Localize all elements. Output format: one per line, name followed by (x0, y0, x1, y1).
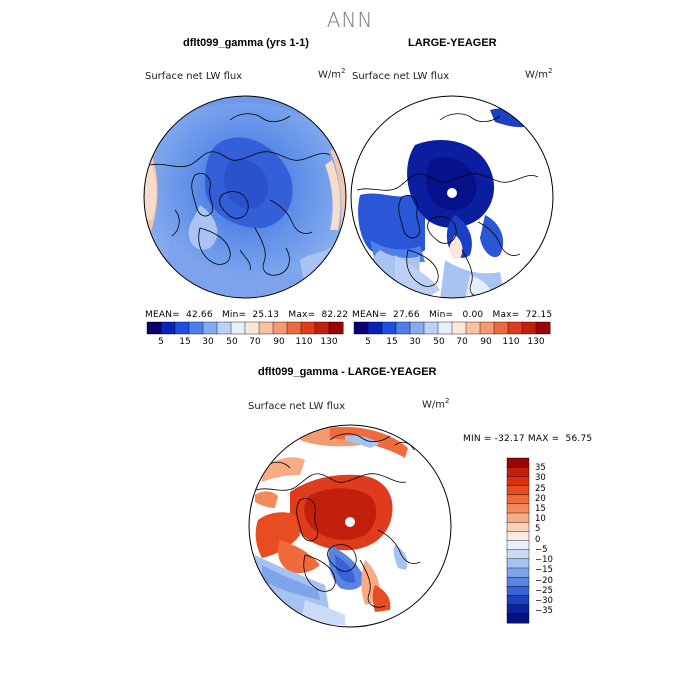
panel3-cb-tick: −10 (535, 555, 553, 565)
panel1-cb-tick: 90 (273, 337, 285, 347)
panel3-cb-tick: 15 (535, 504, 546, 514)
panel2-cb-tick: 70 (456, 337, 468, 347)
panel3-coastlines (255, 433, 421, 608)
panel3-cb-tick: 10 (535, 514, 546, 524)
panel1-colorbar (146, 321, 344, 335)
panel2-cb-tick: 110 (502, 337, 520, 347)
panel3-cb-tick: 20 (535, 494, 546, 504)
colorbar-swatch (506, 476, 530, 487)
colorbar-swatch (328, 321, 344, 335)
panel3-cb-tick: 5 (535, 524, 541, 534)
colorbar-swatch (506, 540, 530, 551)
panel2-cb-tick: 90 (480, 337, 492, 347)
panel2-cb-tick: 130 (527, 337, 545, 347)
panel3-cb-tick: 35 (535, 463, 546, 473)
colorbar-swatch (506, 613, 530, 624)
colorbar-swatch (506, 558, 530, 569)
colorbar-swatch (506, 586, 530, 597)
panel3-cb-tick: 30 (535, 473, 546, 483)
panel1-cb-tick: 130 (320, 337, 338, 347)
panel1-cb-tick: 30 (202, 337, 214, 347)
colorbar-swatch (506, 604, 530, 615)
panel3-cb-tick: 25 (535, 484, 546, 494)
colorbar-swatch (506, 494, 530, 505)
panel3-colorbar (506, 457, 530, 624)
panel1-units: W/m2 (318, 67, 346, 81)
panel2-units: W/m2 (525, 67, 553, 81)
panel1-variable: Surface net LW flux (145, 71, 243, 82)
panel2-colorbar (353, 321, 551, 335)
panel2-cb-tick: 50 (433, 337, 445, 347)
figure-title: ANN (326, 8, 374, 32)
panel2-cb-tick: 5 (365, 337, 371, 347)
colorbar-swatch (506, 521, 530, 532)
panel3-variable: Surface net LW flux (248, 401, 346, 412)
panel3-units: W/m2 (422, 397, 450, 411)
panel3-cb-tick: −15 (535, 565, 553, 575)
panel3-field (249, 425, 451, 627)
colorbar-swatch (506, 549, 530, 560)
colorbar-swatch (506, 457, 530, 468)
panel1-cb-tick: 70 (249, 337, 261, 347)
panel1-stats: MEAN= 42.66 Min= 25.13 Max= 82.22 (145, 310, 349, 320)
colorbar-swatch (506, 466, 530, 477)
panel2-variable: Surface net LW flux (352, 71, 450, 82)
panel1-cb-tick: 110 (295, 337, 313, 347)
colorbar-swatch (506, 595, 530, 606)
panel1-title: dflt099_gamma (yrs 1-1) (183, 37, 309, 49)
panel2-title: LARGE-YEAGER (408, 37, 497, 49)
panel3-cb-tick: −5 (535, 545, 548, 555)
colorbar-swatch (506, 576, 530, 587)
colorbar-swatch (506, 503, 530, 514)
panel3-cb-tick: −20 (535, 576, 553, 586)
panel1-cb-tick: 15 (179, 337, 191, 347)
panel2-cb-tick: 15 (386, 337, 398, 347)
panel1-cb-tick: 5 (158, 337, 164, 347)
colorbar-swatch (506, 485, 530, 496)
colorbar-swatch (535, 321, 551, 335)
colorbar-swatch (506, 531, 530, 542)
colorbar-swatch (506, 567, 530, 578)
panel3-title: dflt099_gamma - LARGE-YEAGER (258, 366, 437, 378)
panel3-stats: MIN = -32.17 MAX = 56.75 (463, 434, 593, 444)
panel2-cb-tick: 30 (409, 337, 421, 347)
panel3-cb-tick: −30 (535, 596, 553, 606)
panel3-cb-tick: −25 (535, 586, 553, 596)
panel3-cb-tick: 0 (535, 535, 541, 545)
panel3-cb-tick: −35 (535, 606, 553, 616)
panel1-coastlines (149, 113, 331, 276)
panel1-cb-tick: 50 (226, 337, 238, 347)
panel2-stats: MEAN= 27.66 Min= 0.00 Max= 72.15 (352, 310, 553, 320)
colorbar-swatch (506, 512, 530, 523)
